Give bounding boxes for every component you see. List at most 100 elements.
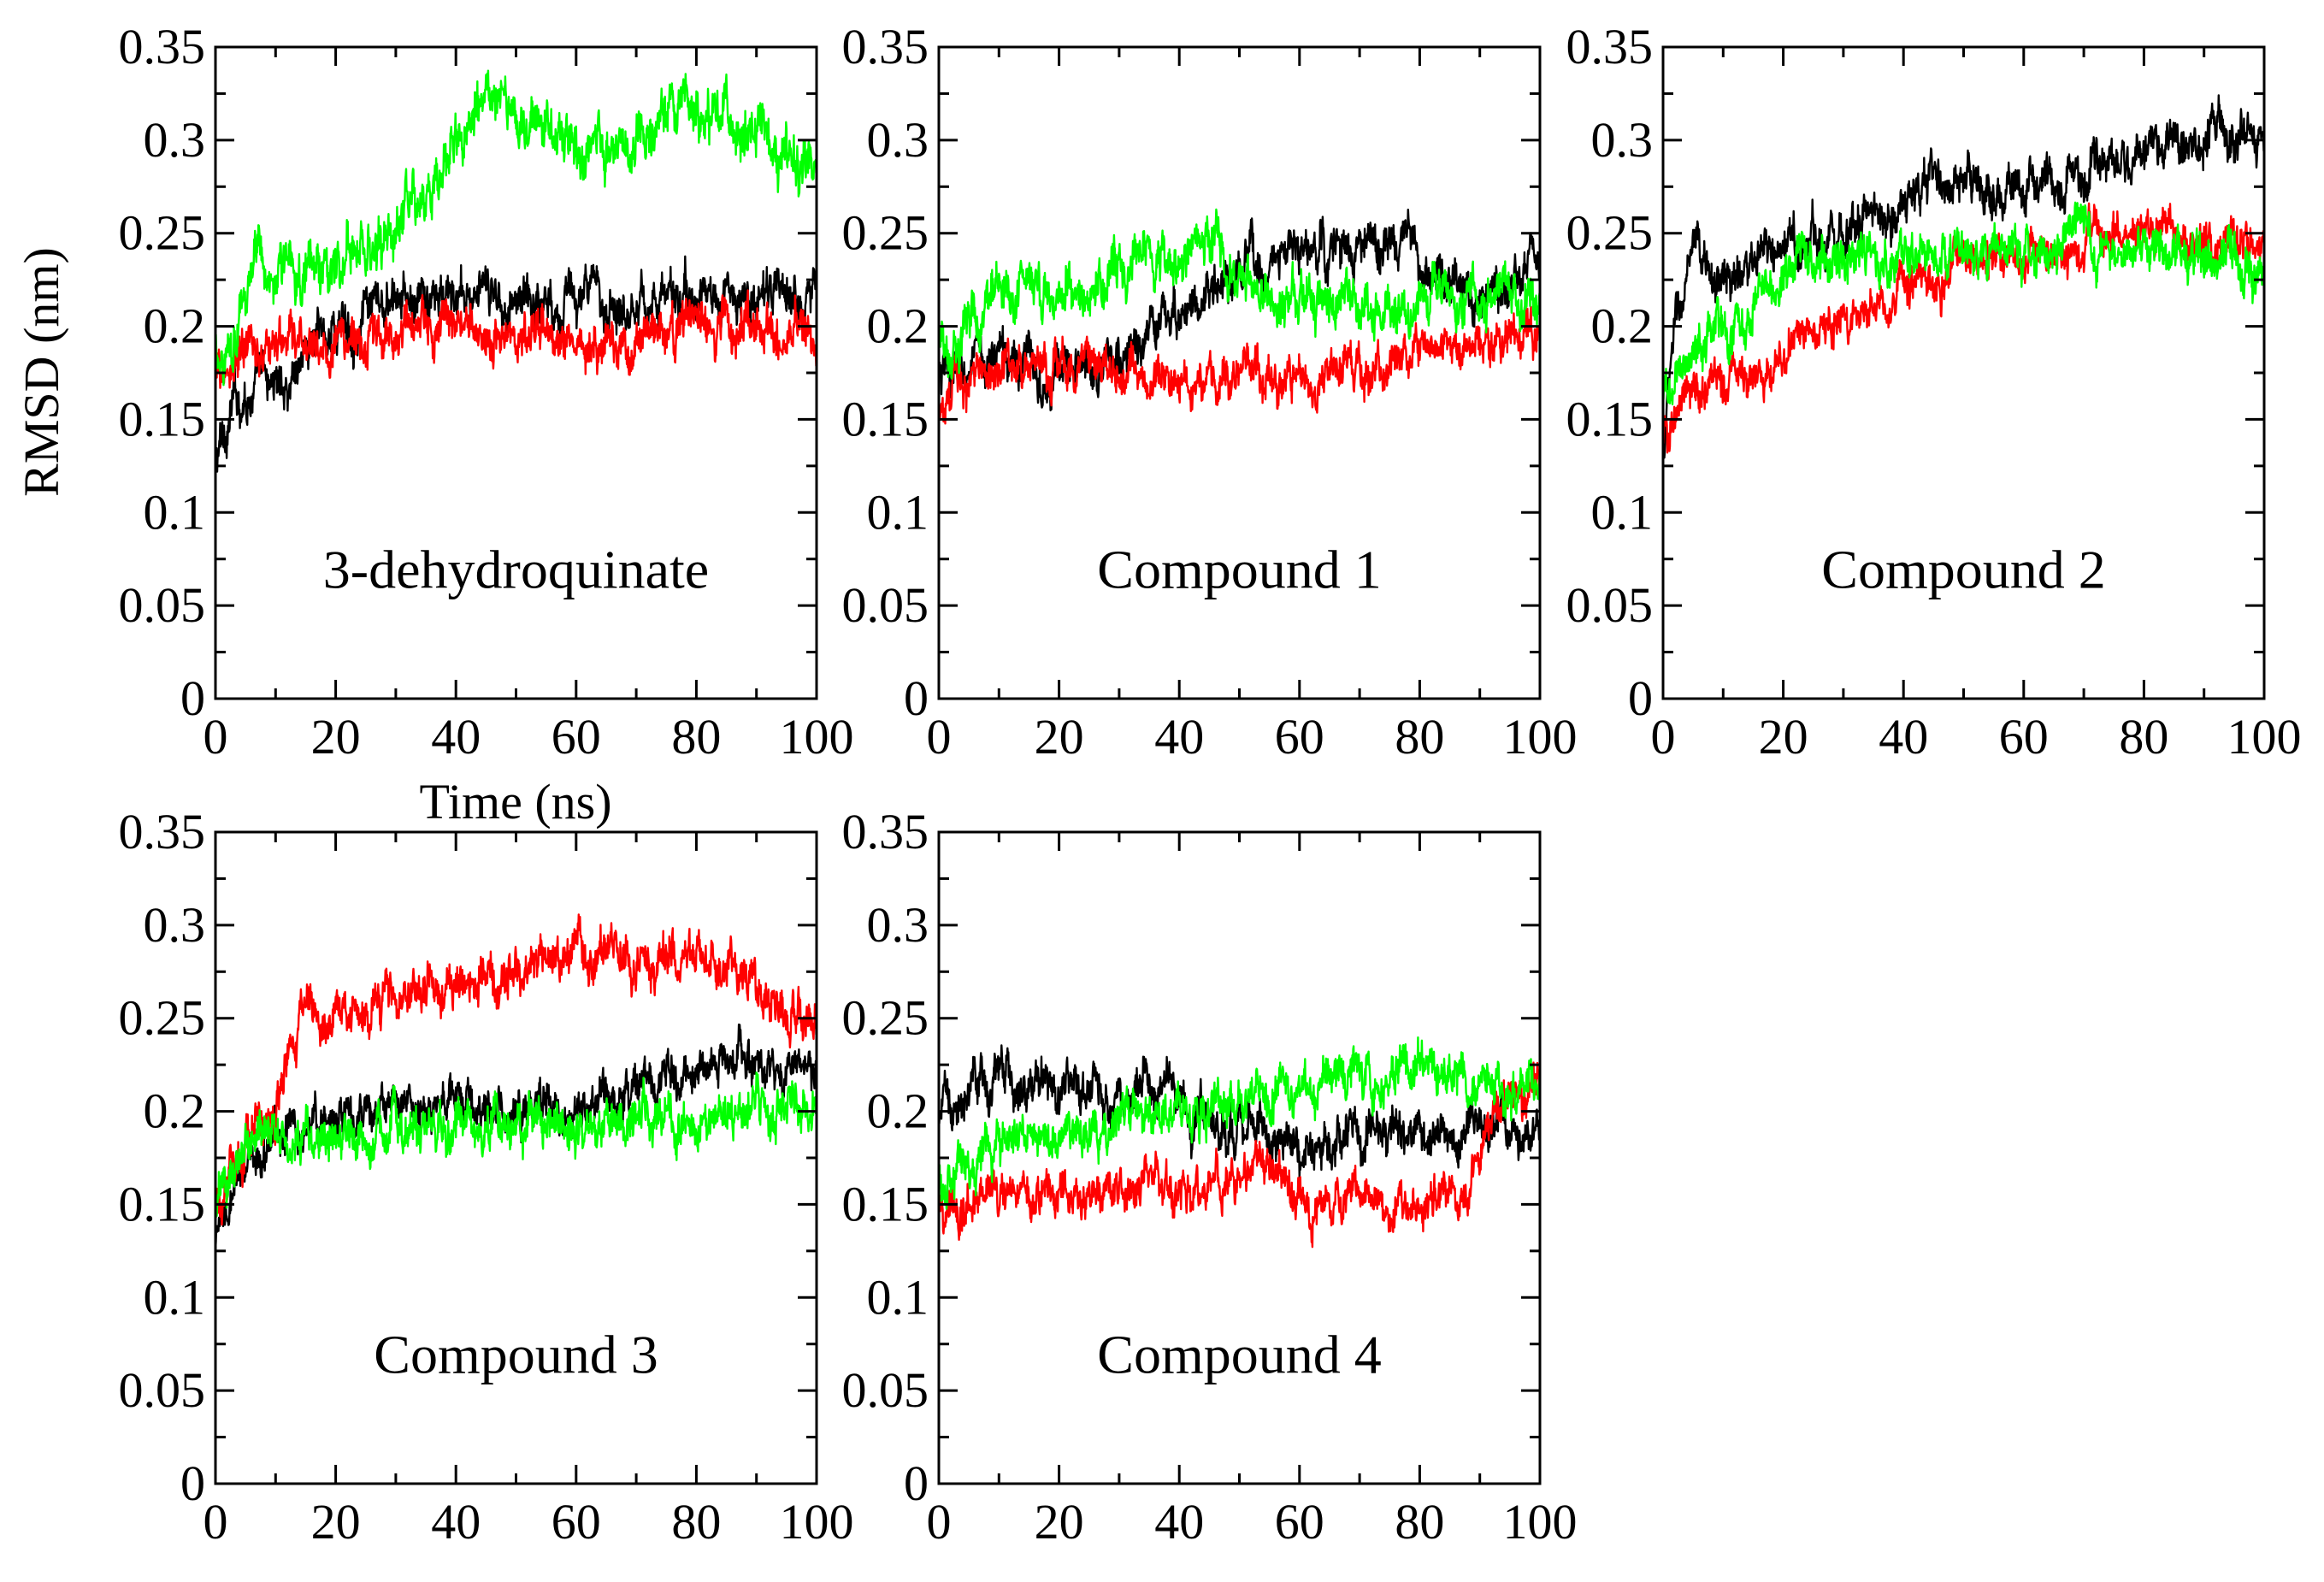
series-line-black <box>1663 94 2264 459</box>
y-tick-label: 0.05 <box>842 577 929 633</box>
x-tick-label: 40 <box>1154 1494 1204 1550</box>
panel-compound-2: 0 0.05 0.1 0.15 0.2 0.25 0.3 0.35 0 20 40 60 80 100 Co… <box>1566 19 2302 764</box>
x-tick-label: 20 <box>1035 1494 1084 1550</box>
series-line-green <box>939 208 1540 380</box>
y-axis-title: RMSD (nm) <box>14 247 69 497</box>
y-tick-label: 0.35 <box>119 19 206 74</box>
panel-3-dehydroquinate: 0 0.05 0.1 0.15 0.2 0.25 0.3 0.35 0 20 40 60 80 100 3-… <box>119 19 854 764</box>
x-tick-label: 20 <box>1035 709 1084 764</box>
y-tick-label: 0.3 <box>867 112 929 168</box>
x-tick-label: 0 <box>1651 709 1676 764</box>
y-tick-label: 0.1 <box>867 484 929 540</box>
x-tick-label: 60 <box>552 1494 601 1550</box>
x-tick-label: 20 <box>1759 709 1808 764</box>
y-tick-label: 0.25 <box>842 205 929 261</box>
plot-frame <box>214 830 818 1485</box>
series-line-green <box>939 1036 1540 1210</box>
x-axis-title: Time (ns) <box>419 774 611 829</box>
x-tick-label: 100 <box>1503 709 1578 764</box>
x-tick-label: 60 <box>1275 709 1324 764</box>
x-tick-label: 80 <box>1395 709 1444 764</box>
panel-compound-3: 0 0.05 0.1 0.15 0.2 0.25 0.3 0.35 0 20 40 60 80 100 Co… <box>119 804 854 1550</box>
x-tick-label: 80 <box>671 709 721 764</box>
y-tick-label: 0 <box>180 670 205 726</box>
y-tick-label: 0.1 <box>144 1269 206 1325</box>
y-tick-label: 0.35 <box>1566 19 1654 74</box>
y-tick-label: 0.25 <box>1566 205 1654 261</box>
y-tick-label: 0.35 <box>842 804 929 859</box>
series-line-black <box>215 1023 817 1250</box>
y-tick-label: 0.05 <box>842 1362 929 1418</box>
x-tick-label: 100 <box>780 1494 854 1550</box>
y-tick-label: 0.05 <box>1566 577 1654 633</box>
y-tick-label: 0.2 <box>1591 298 1654 354</box>
x-tick-label: 40 <box>1879 709 1928 764</box>
series-line-black <box>939 1044 1540 1179</box>
y-tick-label: 0.2 <box>867 298 929 354</box>
x-tick-label: 40 <box>1154 709 1204 764</box>
y-tick-label: 0.2 <box>144 298 206 354</box>
x-tick-label: 100 <box>780 709 854 764</box>
y-tick-label: 0.35 <box>842 19 929 74</box>
x-tick-label: 20 <box>311 1494 361 1550</box>
panel-compound-4: 0 0.05 0.1 0.15 0.2 0.25 0.3 0.35 0 20 40 60 80 100 Co… <box>842 804 1578 1550</box>
series-line-red <box>215 913 817 1226</box>
y-tick-label: 0.2 <box>867 1083 929 1139</box>
y-tick-label: 0 <box>904 670 929 726</box>
series-line-red <box>939 1061 1540 1248</box>
panel-compound-1: 0 0.05 0.1 0.15 0.2 0.25 0.3 0.35 0 20 40 60 80 100 Co… <box>842 19 1578 764</box>
panel-label: Compound 1 <box>1097 539 1381 599</box>
y-tick-label: 0.1 <box>144 484 206 540</box>
series-group <box>215 913 817 1250</box>
panel-label: Compound 2 <box>1821 539 2105 599</box>
y-tick-label: 0 <box>904 1455 929 1511</box>
x-tick-label: 20 <box>311 709 361 764</box>
y-tick-label: 0.15 <box>119 1176 206 1231</box>
x-tick-label: 80 <box>2119 709 2168 764</box>
y-tick-label: 0.1 <box>1591 484 1654 540</box>
series-line-green <box>215 1071 817 1218</box>
y-tick-label: 0.3 <box>144 897 206 953</box>
series-line-red <box>215 289 817 389</box>
y-tick-label: 0.15 <box>842 391 929 446</box>
series-line-green <box>215 69 817 387</box>
x-tick-label: 100 <box>2227 709 2302 764</box>
x-tick-label: 60 <box>1999 709 2049 764</box>
series-group <box>1663 94 2264 459</box>
x-tick-label: 100 <box>1503 1494 1578 1550</box>
panel-label: 3-dehydroquinate <box>323 539 709 599</box>
series-group <box>939 208 1540 425</box>
y-tick-label: 0.3 <box>1591 112 1654 168</box>
y-tick-label: 0.1 <box>867 1269 929 1325</box>
x-tick-label: 0 <box>927 709 952 764</box>
series-group <box>215 69 817 473</box>
y-tick-label: 0.15 <box>1566 391 1654 446</box>
y-tick-label: 0.25 <box>119 205 206 261</box>
y-tick-label: 0.25 <box>119 990 206 1046</box>
y-tick-label: 0.25 <box>842 990 929 1046</box>
y-tick-label: 0.3 <box>144 112 206 168</box>
plot-frame <box>214 45 818 700</box>
x-tick-label: 0 <box>927 1494 952 1550</box>
panel-label: Compound 3 <box>374 1324 658 1384</box>
y-tick-label: 0 <box>180 1455 205 1511</box>
y-tick-label: 0.3 <box>867 897 929 953</box>
x-tick-label: 40 <box>431 1494 481 1550</box>
series-line-green <box>1663 201 2264 405</box>
series-group <box>939 1036 1540 1248</box>
plot-frame <box>937 830 1542 1485</box>
x-tick-label: 60 <box>1275 1494 1324 1550</box>
x-tick-label: 0 <box>203 1494 228 1550</box>
x-tick-label: 80 <box>1395 1494 1444 1550</box>
y-tick-label: 0.35 <box>119 804 206 859</box>
series-line-red <box>939 305 1540 425</box>
y-tick-label: 0 <box>1628 670 1653 726</box>
x-tick-label: 60 <box>552 709 601 764</box>
panel-label: Compound 4 <box>1097 1324 1381 1384</box>
y-tick-label: 0.05 <box>119 1362 206 1418</box>
x-tick-label: 80 <box>671 1494 721 1550</box>
y-tick-label: 0.2 <box>144 1083 206 1139</box>
series-line-red <box>1663 202 2264 454</box>
y-tick-label: 0.05 <box>119 577 206 633</box>
